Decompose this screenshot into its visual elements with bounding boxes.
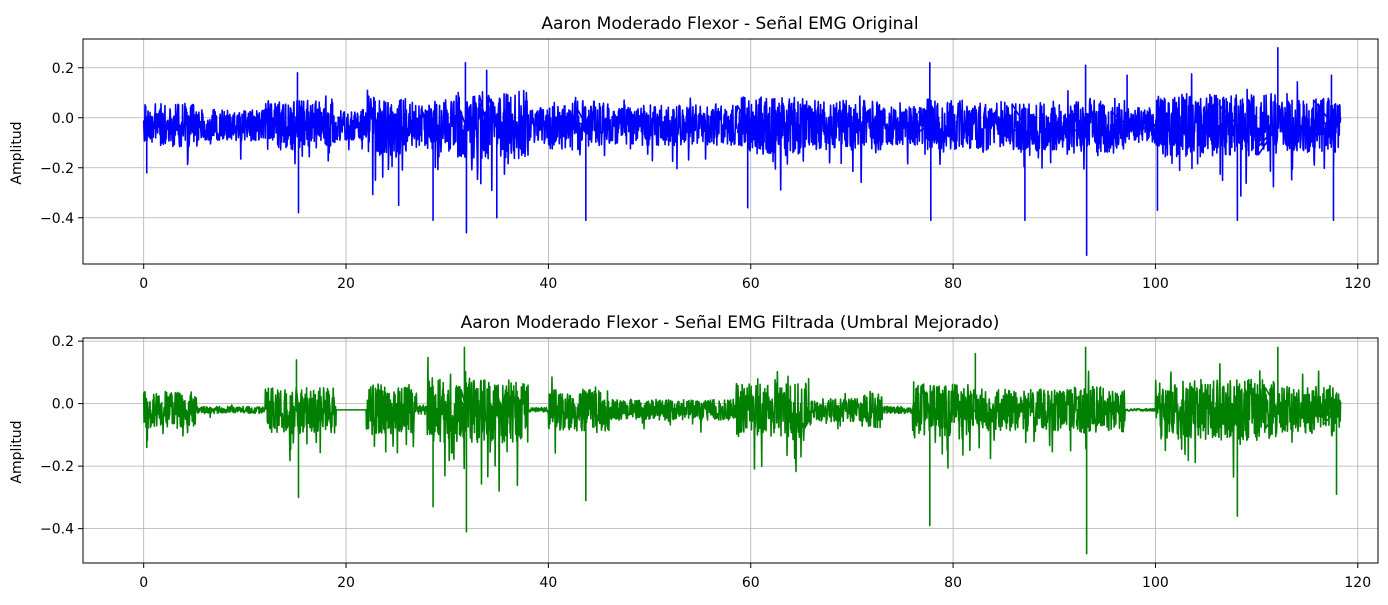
chart-title-filtered: Aaron Moderado Flexor - Señal EMG Filtra…: [461, 313, 1000, 333]
y-tick-label: 0.0: [52, 397, 74, 413]
x-tick-label: 80: [944, 276, 962, 292]
x-tick-label: 20: [337, 276, 355, 292]
axes-frame-filtered: [82, 337, 1379, 564]
chart-title-original: Aaron Moderado Flexor - Señal EMG Origin…: [541, 14, 918, 34]
x-tick-label: 0: [139, 276, 148, 292]
x-tick-label: 40: [539, 575, 557, 591]
y-tick-label: 0.2: [52, 61, 74, 77]
x-tick-label: 100: [1142, 575, 1169, 591]
y-tick-label: −0.2: [40, 161, 74, 177]
x-tick-label: 20: [337, 575, 355, 591]
signal-line-original: [142, 46, 1342, 257]
x-tick-label: 60: [742, 276, 760, 292]
plot-area-filtered: 0 20 40 60 80 100 120 −0.4 −0.2 0.0 0.2: [40, 334, 1379, 591]
y-tick-label: 0.2: [52, 334, 74, 350]
plot-area-original: 0 20 40 60 80 100 120 −0.4 −0.2 0.0 0.2: [40, 38, 1379, 292]
x-tick-label: 80: [944, 575, 962, 591]
y-tick-label: −0.4: [40, 211, 74, 227]
x-tick-label: 60: [742, 575, 760, 591]
y-tick-label: 0.0: [52, 111, 74, 127]
y-axis-label-original: Amplitud: [9, 121, 25, 184]
subplot-original: Aaron Moderado Flexor - Señal EMG Origin…: [9, 14, 919, 185]
axes-frame-original: [82, 38, 1379, 265]
y-axis-label-filtered: Amplitud: [9, 420, 25, 483]
subplot-filtered: Aaron Moderado Flexor - Señal EMG Filtra…: [9, 313, 999, 484]
x-tick-label: 120: [1344, 276, 1371, 292]
x-tick-label: 40: [539, 276, 557, 292]
x-tick-label: 120: [1344, 575, 1371, 591]
y-tick-label: −0.4: [40, 522, 74, 538]
x-tick-label: 100: [1142, 276, 1169, 292]
signal-line-filtered: [142, 346, 1342, 555]
x-tick-label: 0: [139, 575, 148, 591]
y-tick-label: −0.2: [40, 459, 74, 475]
